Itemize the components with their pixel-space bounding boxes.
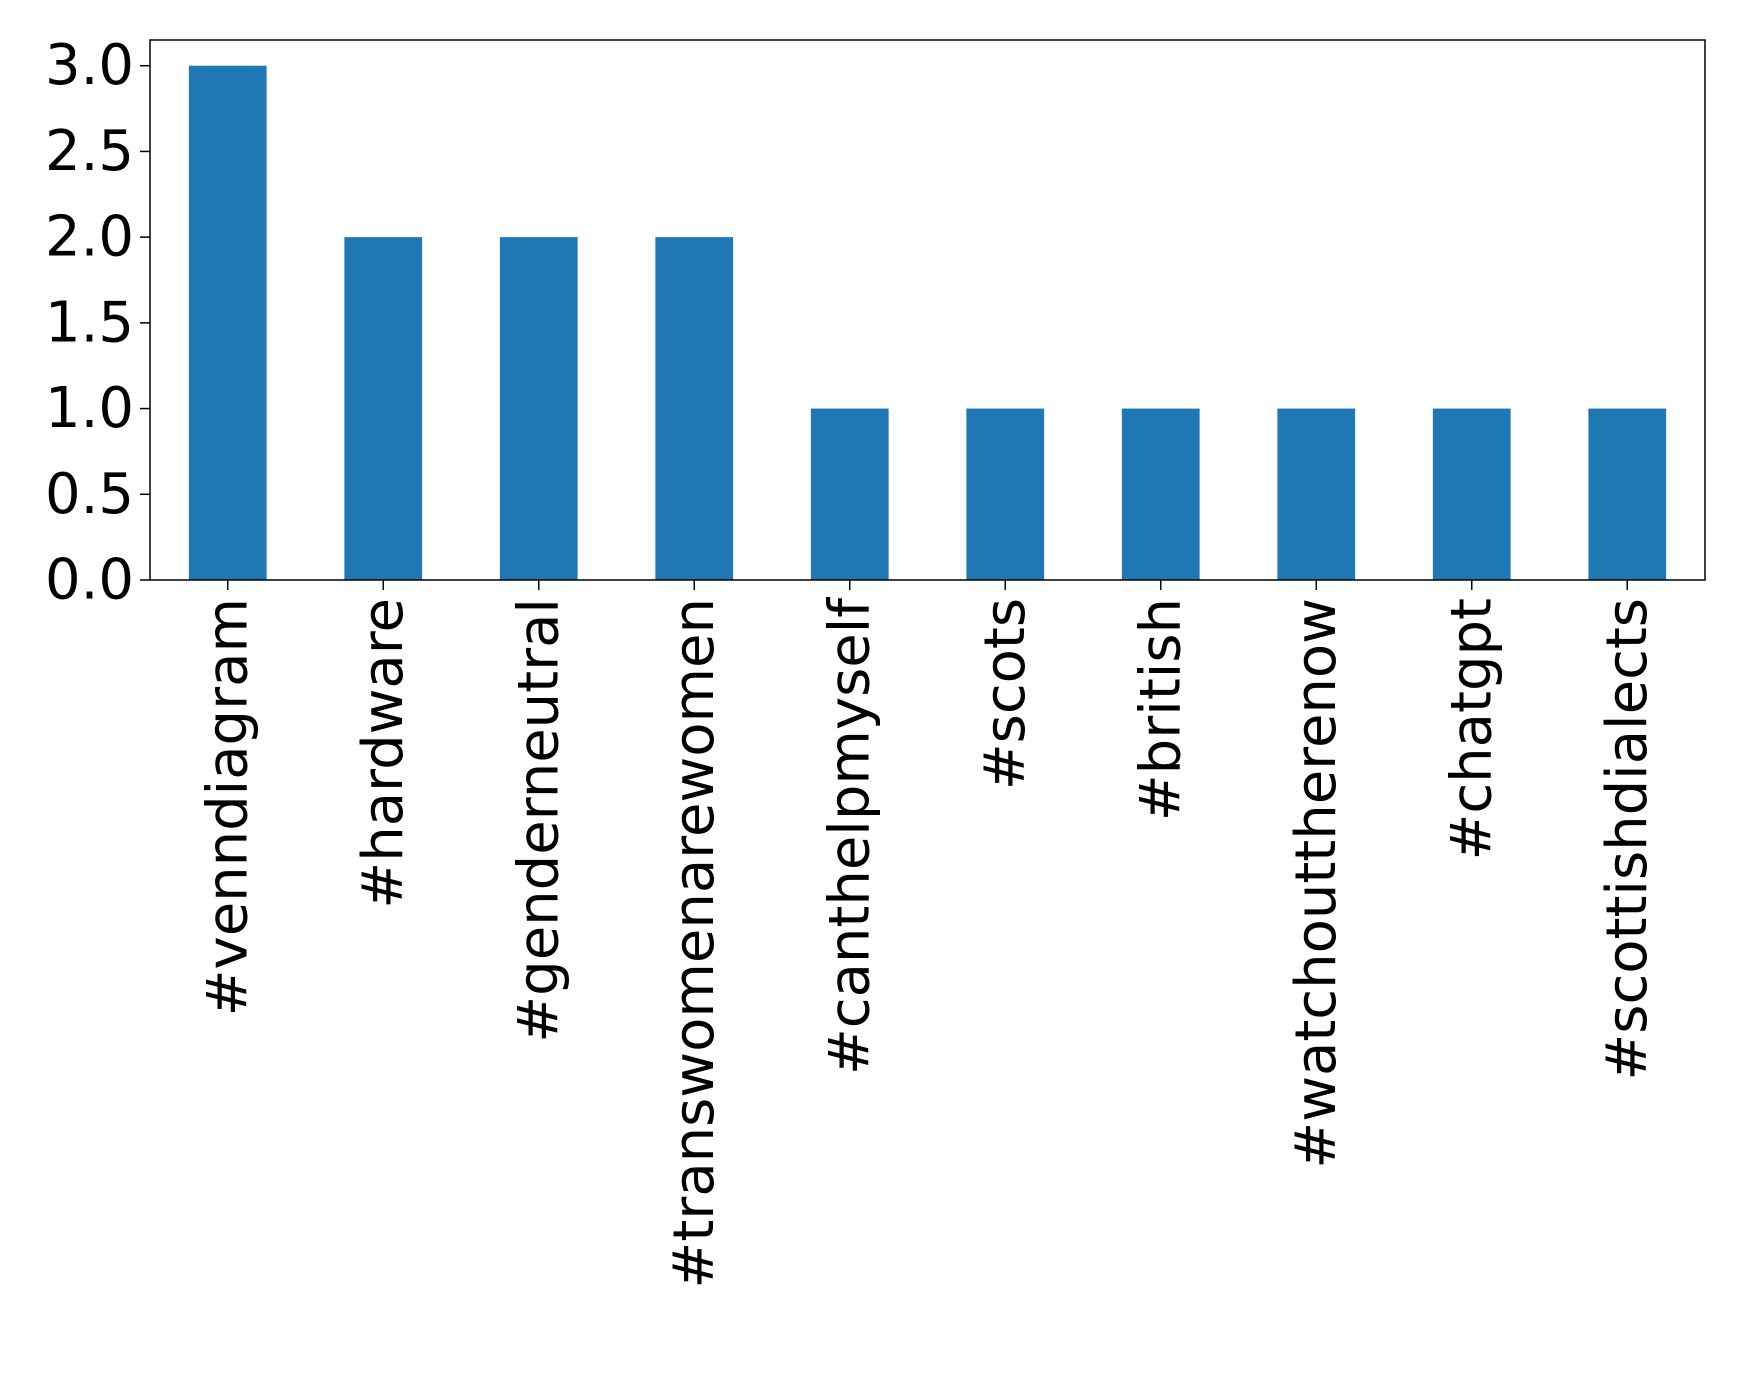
- y-tick-label: 2.5: [45, 119, 134, 184]
- bar-transwomenarewomen: [655, 237, 734, 580]
- y-tick-label: 1.5: [45, 290, 134, 355]
- bar-chatgpt: [1432, 408, 1511, 580]
- x-tick-label: #canthelpmyself: [817, 597, 882, 1075]
- y-tick-label: 0.0: [45, 548, 134, 613]
- bar-genderneutral: [499, 237, 578, 580]
- x-tick-label: #scottishdialects: [1595, 598, 1660, 1081]
- x-tick-label: #venndiagram: [195, 598, 260, 1016]
- bar-canthelpmyself: [810, 408, 889, 580]
- y-tick-label: 1.0: [45, 376, 134, 441]
- x-axis: #venndiagram #hardware #genderneutral #tran…: [195, 580, 1660, 1289]
- bar-scots: [966, 408, 1045, 580]
- bars-group: [188, 65, 1667, 580]
- x-tick-label: #chatgpt: [1439, 598, 1504, 861]
- x-tick-label: #genderneutral: [506, 598, 571, 1043]
- bar-british: [1121, 408, 1200, 580]
- bar-hardware: [344, 237, 423, 580]
- x-tick-label: #transwomenarewomen: [662, 598, 727, 1289]
- x-tick-label: #watchouttherenow: [1284, 598, 1349, 1169]
- x-tick-label: #british: [1128, 598, 1193, 821]
- bar-watchouttherenow: [1277, 408, 1356, 580]
- bar-scottishdialects: [1588, 408, 1667, 580]
- y-tick-label: 3.0: [45, 33, 134, 98]
- y-axis: 0.0 0.5 1.0 1.5 2.0 2.5 3.0: [45, 33, 150, 613]
- y-tick-label: 2.0: [45, 205, 134, 270]
- x-tick-label: #hardware: [351, 598, 416, 909]
- x-tick-label: #scots: [973, 598, 1038, 790]
- plot-frame: [149, 39, 1706, 581]
- y-tick-label: 0.5: [45, 462, 134, 527]
- bar-venndiagram: [188, 65, 267, 580]
